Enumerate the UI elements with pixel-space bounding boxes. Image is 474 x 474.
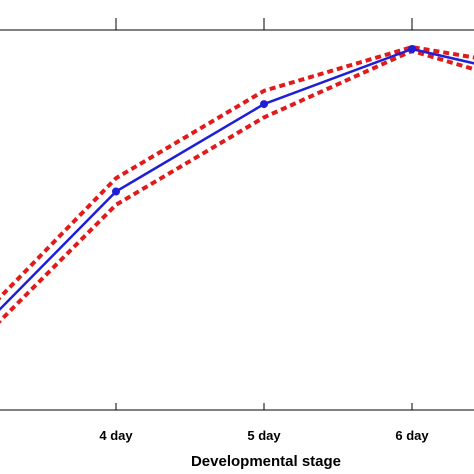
upper-bound-line	[0, 45, 474, 301]
series-group	[0, 45, 474, 324]
x-axis-title: Developmental stage	[191, 453, 341, 470]
x-tick-label: 6 day	[395, 428, 429, 443]
x-tick-label: 5 day	[247, 428, 281, 443]
lower-bound-line	[0, 48, 474, 324]
x-tick-labels: 4 day 5 day 6 day	[99, 428, 429, 443]
x-tick-label: 4 day	[99, 428, 133, 443]
mean-marker	[408, 45, 416, 53]
axes	[0, 18, 474, 411]
mean-marker	[260, 100, 268, 109]
mean-marker	[112, 187, 120, 196]
